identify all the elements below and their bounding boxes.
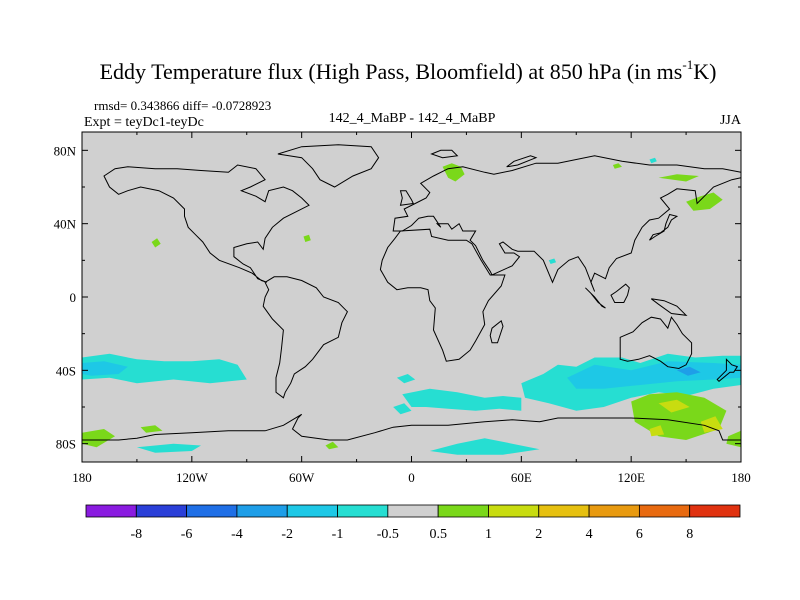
coastline-path <box>650 298 688 316</box>
contour-region-southern-ocean-band-east-core <box>676 366 701 376</box>
colorbar-swatch <box>286 504 338 518</box>
contour-region-southern-ocean-band-west <box>82 353 247 384</box>
colorbar-label: -6 <box>181 527 193 542</box>
center-label: 142_4_MaBP - 142_4_MaBP <box>329 111 496 126</box>
contour-region-drake-passage-band <box>402 388 522 411</box>
colorbar: -8 -6 -4 -2 -1 -0.5 0.5 1 2 4 6 8 <box>85 504 741 542</box>
contour-region-aus-south-positive-core-3 <box>649 425 665 437</box>
coastline-path <box>430 149 459 159</box>
colorbar-label: 8 <box>686 527 693 542</box>
colorbar-label: 4 <box>586 527 593 542</box>
chart-title-main: Eddy Temperature flux (High Pass, Bloomf… <box>100 59 683 84</box>
contour-region-southern-ocean-band-west-inner <box>82 361 128 376</box>
colorbar-swatch <box>387 504 439 518</box>
rmsd-diff-label: rmsd= 0.343866 diff= -0.0728923 <box>94 98 271 113</box>
chart-title-end: K) <box>693 59 716 84</box>
colorbar-label: 1 <box>485 527 492 542</box>
colorbar-swatch <box>689 504 741 518</box>
contour-region-aus-south-positive-core-2 <box>700 416 723 433</box>
coastline-path <box>506 155 538 168</box>
colorbar-label: -0.5 <box>377 527 399 542</box>
colorbar-label: 0.5 <box>429 527 447 542</box>
colorbar-label: 6 <box>636 527 643 542</box>
colorbar-swatch <box>186 504 238 518</box>
x-tick-label: 0 <box>408 470 415 485</box>
contour-region-south-atlantic-small <box>393 403 412 415</box>
contour-region-kamchatka-positive <box>686 192 723 211</box>
colorbar-label: -4 <box>231 527 243 542</box>
y-tick-label: 80S <box>56 437 76 452</box>
colorbar-swatch <box>588 504 640 518</box>
chart-title-sup: -1 <box>682 57 693 72</box>
coastline-path <box>277 144 380 188</box>
contour-region-southern-ocean-band-east-inner <box>567 361 741 389</box>
colorbar-label: -8 <box>130 527 142 542</box>
contour-region-scotia-positive <box>325 441 339 450</box>
map-plot-area: 180 120W 60W 0 60E 120E 180 80N 40N 0 40S 80S <box>54 131 751 485</box>
season-label: JJA <box>720 113 742 128</box>
y-tick-label: 40S <box>56 363 76 378</box>
coastline-path <box>82 413 741 462</box>
colorbar-label: 2 <box>535 527 542 542</box>
colorbar-label: -2 <box>281 527 293 542</box>
contour-region-antarctic-coast-blob <box>429 438 540 455</box>
x-tick-label: 60E <box>511 470 532 485</box>
coastline-path <box>649 213 679 241</box>
coastline-path <box>399 190 415 206</box>
x-tick-label: 60W <box>289 470 315 485</box>
y-tick-label: 0 <box>70 290 77 305</box>
contour-region-east-asia-small <box>548 258 557 264</box>
contour-region-ross-positive <box>82 429 115 448</box>
contour-region-atlantic-positive-2 <box>151 238 161 248</box>
x-tick-label: 120W <box>176 470 209 485</box>
colorbar-swatch <box>437 504 489 518</box>
colorbar-swatch <box>236 504 288 518</box>
colorbar-label: -1 <box>332 527 344 542</box>
contour-region-siberia-small <box>612 163 622 169</box>
coastline-path <box>619 316 693 370</box>
contour-region-siberia-positive <box>658 174 699 182</box>
x-tick-label: 180 <box>731 470 751 485</box>
coastline-path <box>262 276 349 399</box>
coastline-path <box>489 319 504 344</box>
coastlines <box>82 144 741 462</box>
contour-region-south-atlantic-small-2 <box>396 374 416 384</box>
contour-region-pacific-small <box>649 157 657 164</box>
contour-region-aus-south-positive-core <box>658 399 690 413</box>
x-tick-label: 120E <box>617 470 645 485</box>
contour-region-ross-sea-blob <box>136 443 201 453</box>
expt-label: Expt = teyDc1-teyDc <box>84 115 204 130</box>
colorbar-swatch <box>638 504 691 518</box>
colorbar-swatch <box>488 504 540 518</box>
contour-region-atlantic-positive <box>303 234 311 242</box>
y-tick-label: 80N <box>54 143 77 158</box>
colorbar-swatch <box>135 504 188 518</box>
coastline-path <box>716 358 739 382</box>
coastline-path <box>610 283 630 303</box>
colorbar-swatch <box>85 504 137 518</box>
coastline-path <box>379 228 506 362</box>
chart-title: Eddy Temperature flux (High Pass, Bloomf… <box>100 57 717 84</box>
coastline-path <box>585 287 606 309</box>
coastline-path <box>392 155 741 292</box>
colorbar-swatch <box>337 504 389 518</box>
coastline-path <box>103 164 310 283</box>
y-tick-label: 40N <box>54 217 77 232</box>
colorbar-swatch <box>538 504 590 518</box>
contour-region-pacific-sw-positive <box>140 425 163 433</box>
x-tick-label: 180 <box>72 470 92 485</box>
